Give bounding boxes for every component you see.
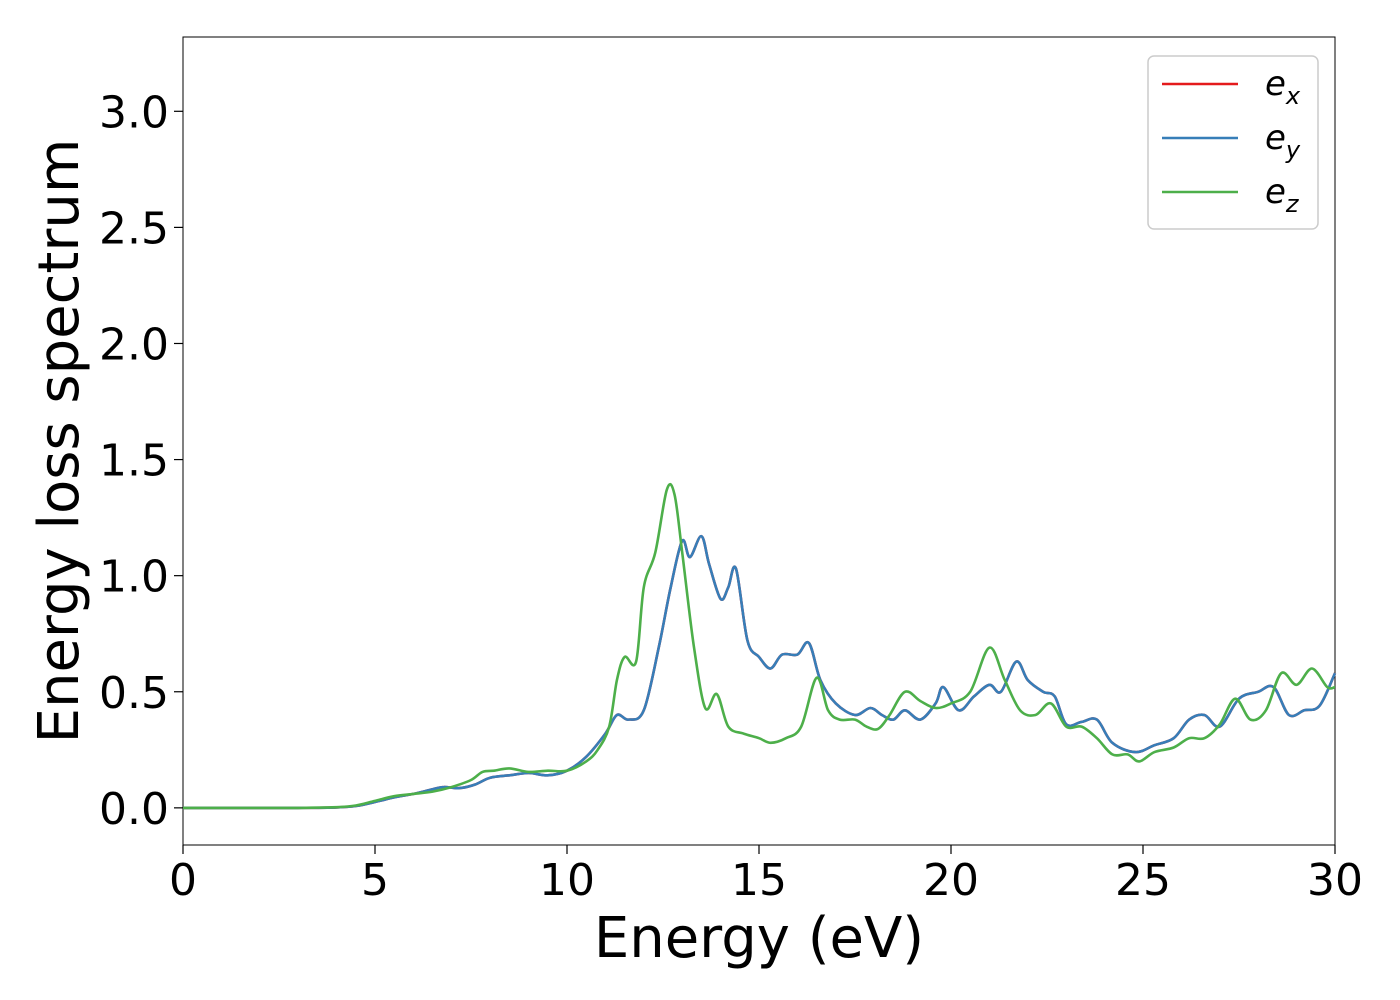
series-line-ez [183, 482, 1336, 810]
legend-box [1147, 55, 1319, 230]
series-line-ey [183, 534, 1337, 810]
y-tick-label: 1.5 [99, 436, 169, 487]
y-tick-label: 0.5 [99, 668, 169, 719]
series-layer [183, 482, 1337, 810]
x-tick-label: 25 [1115, 855, 1171, 906]
y-tick-label: 3.0 [99, 87, 169, 138]
x-tick-label: 0 [169, 855, 197, 906]
x-axis-ticks: 0 5 10 15 20 25 30 [169, 845, 1363, 906]
plot-frame [182, 36, 1336, 846]
x-tick-label: 10 [539, 855, 595, 906]
x-axis-label: Energy (eV) [594, 906, 924, 971]
legend-label-ez: ez [1265, 172, 1300, 218]
x-tick-label: 15 [731, 855, 787, 906]
y-tick-label: 1.0 [99, 552, 169, 603]
y-tick-label: 2.5 [99, 203, 169, 254]
y-tick-label: 2.0 [99, 319, 169, 370]
legend-label-ey: ey [1265, 118, 1301, 164]
y-axis-ticks: 0.0 0.5 1.0 1.5 2.0 2.5 3.0 [99, 87, 183, 835]
y-axis-label: Energy loss spectrum [27, 139, 92, 744]
y-tick-label: 0.0 [99, 784, 169, 835]
x-tick-label: 20 [923, 855, 979, 906]
legend-label-ex: ex [1265, 64, 1301, 110]
x-tick-label: 5 [361, 855, 389, 906]
x-tick-label: 30 [1307, 855, 1363, 906]
legend: ex ey ez [1147, 55, 1319, 230]
